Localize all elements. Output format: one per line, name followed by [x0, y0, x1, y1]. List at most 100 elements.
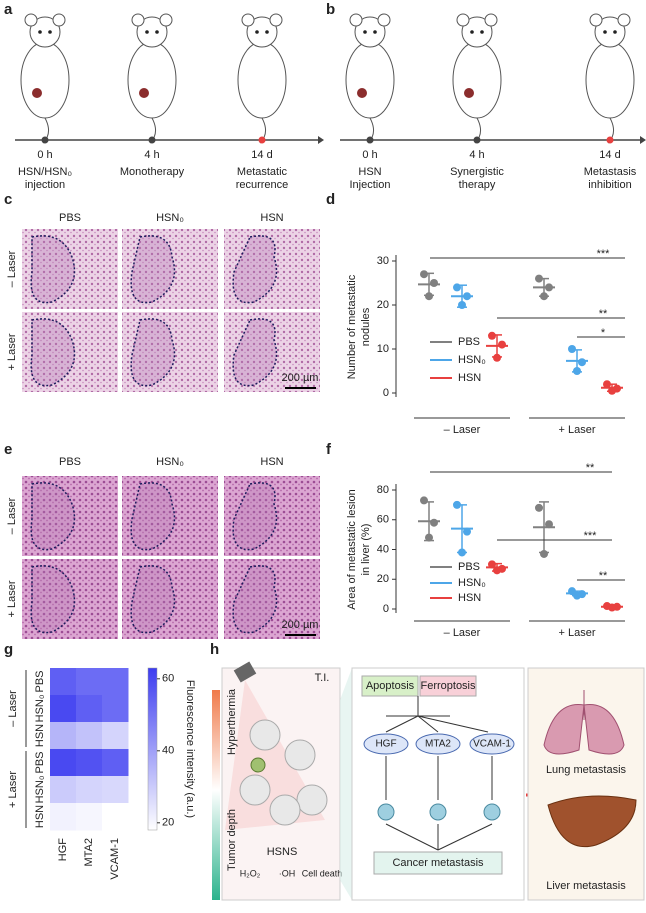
y-tick-label: PBS: [34, 751, 46, 773]
time-label: 4 h: [469, 149, 484, 161]
significance-label: **: [586, 462, 595, 474]
data-point: [493, 566, 501, 575]
y-tick-label: HSN: [34, 724, 46, 747]
receptor-icon: [483, 803, 501, 821]
heatmap-cell: [76, 668, 103, 696]
y-tick-label: 20: [377, 299, 389, 311]
y-tick-label: PBS: [34, 670, 46, 692]
heatmap-cell: [50, 695, 77, 723]
panel-label: b: [326, 1, 335, 18]
x-tick-label: – Laser: [444, 424, 481, 436]
time-label: 0 h: [37, 149, 52, 161]
y-axis-label: in liver (%): [360, 524, 372, 576]
tumor: [139, 88, 149, 98]
x-tick-label: HGF: [57, 838, 69, 862]
tumor-outline: [30, 565, 76, 634]
pathway-label: Ferroptosis: [420, 680, 476, 692]
step-label: Synergistic: [450, 166, 504, 178]
y-tick-label: HSN₀: [34, 695, 46, 723]
pathway-label: Apoptosis: [366, 680, 415, 692]
tumor: [357, 88, 367, 98]
reaction-label: Cell death: [302, 868, 343, 878]
funnel: [340, 668, 352, 900]
data-point: [535, 274, 543, 283]
y-tick-label: 0: [383, 603, 389, 615]
liver: [547, 795, 637, 847]
micrograph: [22, 559, 118, 639]
target-oval: [415, 733, 461, 755]
eye: [363, 30, 367, 34]
data-point: [603, 380, 611, 389]
y-axis-label: Area of metastatic lesion: [346, 489, 358, 609]
heatmap-cell: [102, 668, 129, 696]
tumor-outline: [130, 235, 176, 304]
mouse-ear: [131, 13, 145, 27]
inhibit-arrow: [437, 823, 493, 851]
colorbar-label: Fluorescence intensity (a.u.): [184, 680, 196, 818]
data-point: [425, 533, 433, 542]
tumor-outline: [30, 318, 76, 387]
tumor: [464, 88, 474, 98]
mouse-body: [345, 41, 395, 119]
heatmap-cell: [102, 722, 129, 750]
data-point: [493, 353, 501, 362]
colorbar: [147, 667, 158, 831]
mouse-body: [20, 41, 70, 119]
colorbar-tick-label: 60: [162, 673, 174, 685]
tumor-outline: [30, 482, 76, 551]
time-point: [366, 136, 374, 144]
time-point: [258, 136, 266, 144]
legend-label: HSN₀: [458, 577, 486, 589]
y-tick-label: HSN: [34, 805, 46, 828]
micrograph: [224, 476, 320, 556]
y-tick-label: 10: [377, 343, 389, 355]
step-label: Injection: [350, 179, 391, 191]
mouse-head: [354, 16, 386, 48]
mouse-head: [461, 16, 493, 48]
scale-label: 200 µm: [282, 372, 319, 384]
hyperthermia-bar: [212, 690, 220, 790]
heatmap-cell: [102, 749, 129, 777]
micrograph: [22, 476, 118, 556]
time-label: 14 d: [251, 149, 272, 161]
data-point: [430, 518, 438, 527]
outcome-label: Cancer metastasis: [392, 857, 484, 869]
panel-label: d: [326, 191, 335, 208]
significance-label: ***: [597, 248, 611, 260]
x-tick-label: – Laser: [444, 627, 481, 639]
step-label: Metastasis: [584, 166, 637, 178]
mouse-ear: [349, 13, 363, 27]
data-point: [573, 367, 581, 375]
eye: [470, 30, 474, 34]
data-point: [458, 548, 466, 557]
eye: [38, 30, 42, 34]
heatmap-cell: [76, 722, 103, 750]
tumor-outline: [232, 235, 278, 304]
eye: [48, 30, 52, 34]
mouse-ear: [484, 13, 498, 27]
cell: [284, 739, 316, 771]
reaction-label: H₂O₂: [240, 868, 261, 878]
arrow-head: [318, 136, 324, 144]
arrow-head: [640, 136, 646, 144]
data-point: [545, 520, 553, 529]
panel-label: h: [210, 641, 219, 658]
data-point: [453, 283, 461, 292]
data-point: [420, 270, 428, 279]
significance-label: *: [601, 327, 606, 339]
target-label: MTA2: [425, 739, 451, 750]
data-point: [488, 560, 496, 569]
row-label: – Laser: [6, 497, 18, 534]
mouse-ear: [617, 13, 631, 27]
step-label: inhibition: [588, 179, 631, 191]
particle-label: HSNS: [267, 846, 298, 858]
nanoparticle: [250, 757, 266, 773]
step-label: therapy: [459, 179, 496, 191]
row-label: – Laser: [6, 250, 18, 287]
micrograph: [22, 229, 118, 309]
eye: [480, 30, 484, 34]
data-point: [420, 496, 428, 505]
mouse-ear: [269, 13, 283, 27]
data-point: [463, 527, 471, 536]
